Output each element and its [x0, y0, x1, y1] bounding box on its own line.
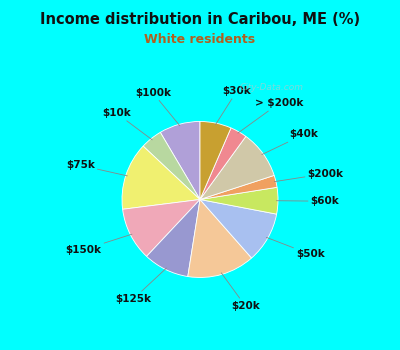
Text: $200k: $200k [274, 169, 344, 182]
Text: $10k: $10k [102, 108, 152, 140]
Wedge shape [200, 175, 277, 199]
Text: $100k: $100k [135, 88, 180, 126]
Text: $20k: $20k [221, 273, 260, 311]
Wedge shape [188, 199, 252, 278]
Wedge shape [200, 136, 274, 199]
Wedge shape [123, 199, 200, 256]
Text: $50k: $50k [266, 237, 325, 259]
Text: White residents: White residents [144, 33, 256, 46]
Wedge shape [200, 128, 246, 200]
Wedge shape [122, 146, 200, 209]
Wedge shape [200, 199, 277, 258]
Text: > $200k: > $200k [238, 98, 303, 133]
Text: City-Data.com: City-Data.com [240, 83, 304, 92]
Text: $30k: $30k [216, 86, 251, 125]
Text: $40k: $40k [262, 130, 318, 155]
Wedge shape [143, 132, 200, 200]
Text: $60k: $60k [276, 196, 340, 206]
Wedge shape [147, 199, 200, 276]
Wedge shape [200, 187, 278, 214]
Text: $125k: $125k [115, 268, 166, 304]
Wedge shape [200, 121, 231, 200]
Text: Income distribution in Caribou, ME (%): Income distribution in Caribou, ME (%) [40, 12, 360, 27]
Text: $75k: $75k [66, 160, 127, 176]
Wedge shape [160, 121, 200, 200]
Text: $150k: $150k [65, 234, 132, 255]
